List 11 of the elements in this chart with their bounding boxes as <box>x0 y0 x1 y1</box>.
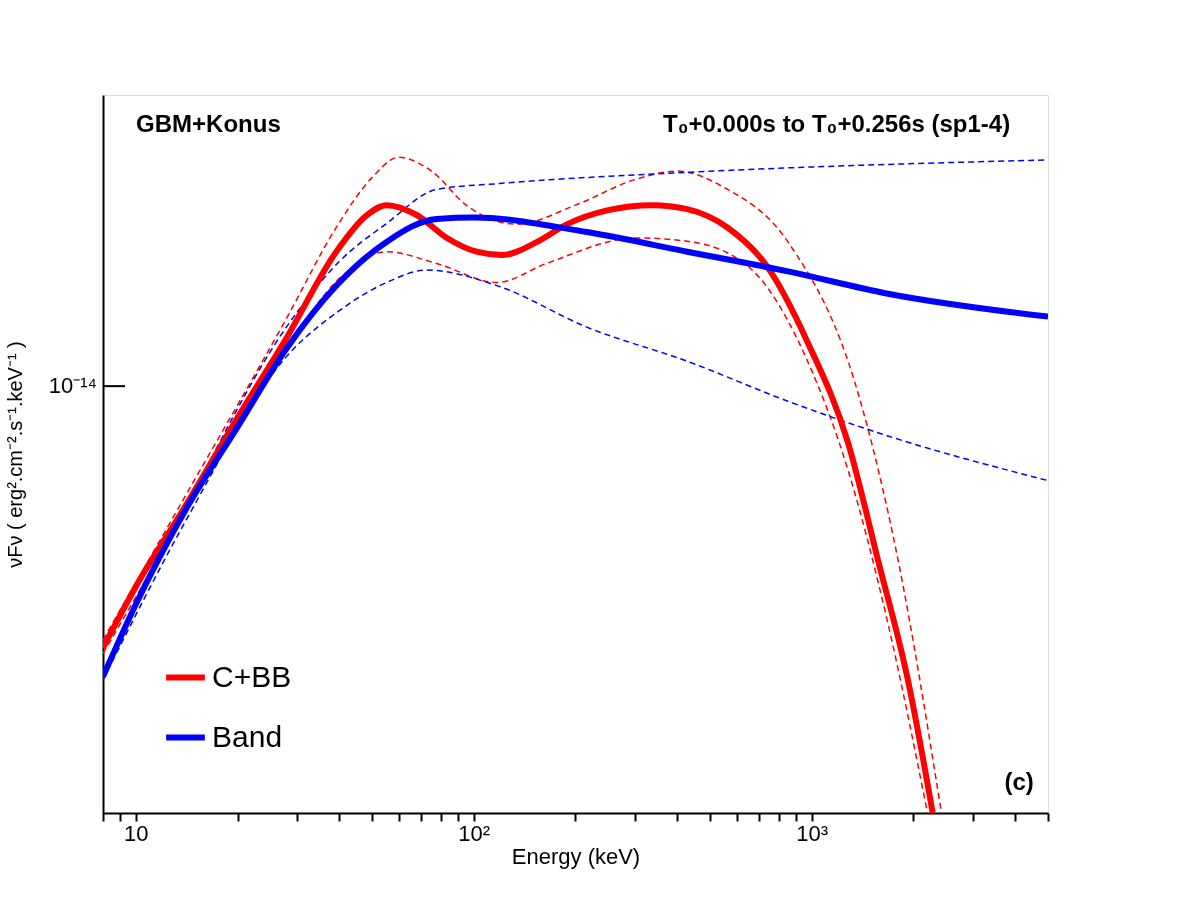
text: 10⁻¹⁴ <box>48 373 97 399</box>
x-tick-label: 10 <box>124 820 149 846</box>
text: T₀+0.000s to T₀+0.256s (sp1-4) <box>663 110 1011 137</box>
legend-label: Band <box>212 719 283 753</box>
annotation: (c) <box>1004 768 1034 795</box>
x-tick-label: 10³ <box>796 820 829 846</box>
y-axis-title: νFν ( erg².cm⁻².s⁻¹.keV⁻¹ ) <box>3 341 26 568</box>
x-axis-title: Energy (keV) <box>511 843 641 869</box>
x-tick-label: 10² <box>458 820 491 846</box>
legend-label: C+BB <box>212 659 292 693</box>
text: GBM+Konus <box>136 110 281 137</box>
